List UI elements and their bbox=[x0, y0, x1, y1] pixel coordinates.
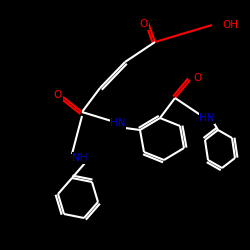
Text: NH: NH bbox=[72, 153, 88, 163]
Text: HN: HN bbox=[199, 113, 215, 123]
Text: O: O bbox=[140, 19, 148, 29]
Text: O: O bbox=[193, 73, 201, 83]
Text: O: O bbox=[54, 90, 62, 100]
Text: HN: HN bbox=[110, 118, 126, 128]
Text: OH: OH bbox=[222, 20, 238, 30]
